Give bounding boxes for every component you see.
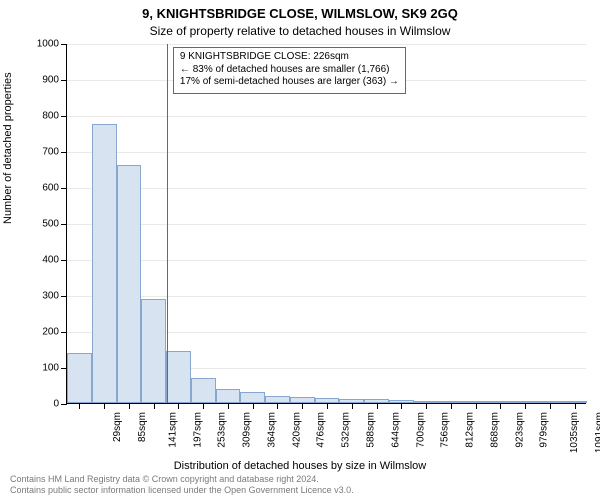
grid-line (67, 260, 586, 261)
y-tick-label: 900 (25, 75, 59, 86)
x-tick-label: 868sqm (489, 412, 500, 448)
chart-container: 9, KNIGHTSBRIDGE CLOSE, WILMSLOW, SK9 2G… (0, 0, 600, 500)
y-tick (61, 80, 67, 81)
x-tick (327, 403, 328, 409)
plot-area: 010020030040050060070080090010009 KNIGHT… (66, 44, 586, 404)
grid-line (67, 116, 586, 117)
x-tick-label: 700sqm (415, 412, 426, 448)
x-tick-label: 644sqm (390, 412, 401, 448)
y-tick (61, 116, 67, 117)
x-tick (426, 403, 427, 409)
x-tick-label: 85sqm (137, 412, 148, 442)
histogram-bar (92, 124, 117, 403)
grid-line (67, 152, 586, 153)
x-tick (129, 403, 130, 409)
x-tick (451, 403, 452, 409)
y-tick-label: 100 (25, 363, 59, 374)
x-tick-label: 420sqm (291, 412, 302, 448)
histogram-bar (141, 299, 166, 403)
y-tick-label: 800 (25, 111, 59, 122)
x-tick-label: 923sqm (514, 412, 525, 448)
x-tick (79, 403, 80, 409)
x-tick (525, 403, 526, 409)
y-tick (61, 152, 67, 153)
x-tick (500, 403, 501, 409)
y-tick (61, 260, 67, 261)
histogram-bar (191, 378, 216, 403)
y-tick-label: 700 (25, 147, 59, 158)
grid-line (67, 44, 586, 45)
y-tick (61, 404, 67, 405)
histogram-bar (117, 165, 142, 403)
reference-line (167, 44, 168, 403)
x-tick-label: 979sqm (539, 412, 550, 448)
y-tick (61, 44, 67, 45)
x-tick (476, 403, 477, 409)
footer-line-1: Contains HM Land Registry data © Crown c… (10, 474, 354, 485)
y-tick-label: 600 (25, 183, 59, 194)
chart-title-main: 9, KNIGHTSBRIDGE CLOSE, WILMSLOW, SK9 2G… (0, 6, 600, 21)
x-tick-label: 812sqm (465, 412, 476, 448)
x-tick (104, 403, 105, 409)
x-tick-label: 588sqm (366, 412, 377, 448)
y-tick-label: 200 (25, 327, 59, 338)
y-tick (61, 188, 67, 189)
annotation-line: 17% of semi-detached houses are larger (… (180, 76, 399, 89)
x-tick (575, 403, 576, 409)
histogram-bar (216, 389, 241, 403)
y-axis-label: Number of detached properties (2, 72, 14, 224)
histogram-bar (166, 351, 191, 403)
y-tick-label: 300 (25, 291, 59, 302)
annotation-line: ← 83% of detached houses are smaller (1,… (180, 64, 399, 77)
x-tick-label: 532sqm (341, 412, 352, 448)
annotation-box: 9 KNIGHTSBRIDGE CLOSE: 226sqm← 83% of de… (173, 47, 406, 94)
x-tick-label: 364sqm (267, 412, 278, 448)
x-tick (401, 403, 402, 409)
y-tick-label: 0 (25, 399, 59, 410)
chart-title-sub: Size of property relative to detached ho… (0, 24, 600, 38)
x-tick-label: 1091sqm (594, 412, 600, 453)
x-tick-label: 29sqm (112, 412, 123, 442)
x-tick (377, 403, 378, 409)
histogram-bar (265, 396, 290, 403)
x-tick-label: 476sqm (316, 412, 327, 448)
x-tick-label: 141sqm (167, 412, 178, 448)
attribution-footer: Contains HM Land Registry data © Crown c… (10, 474, 354, 496)
histogram-bar (240, 392, 265, 403)
x-tick (550, 403, 551, 409)
x-tick-label: 1035sqm (569, 412, 580, 453)
y-tick (61, 296, 67, 297)
x-tick-label: 253sqm (217, 412, 228, 448)
grid-line (67, 224, 586, 225)
histogram-bar (67, 353, 92, 403)
grid-line (67, 188, 586, 189)
x-tick-label: 309sqm (242, 412, 253, 448)
x-tick (302, 403, 303, 409)
x-tick (277, 403, 278, 409)
footer-line-2: Contains public sector information licen… (10, 485, 354, 496)
x-tick (154, 403, 155, 409)
x-tick-label: 197sqm (192, 412, 203, 448)
y-tick (61, 332, 67, 333)
x-axis-label: Distribution of detached houses by size … (0, 460, 600, 472)
y-tick-label: 500 (25, 219, 59, 230)
grid-line (67, 296, 586, 297)
x-tick (253, 403, 254, 409)
x-tick (178, 403, 179, 409)
annotation-line: 9 KNIGHTSBRIDGE CLOSE: 226sqm (180, 51, 399, 64)
x-tick (203, 403, 204, 409)
x-tick (228, 403, 229, 409)
x-tick-label: 756sqm (440, 412, 451, 448)
y-tick (61, 224, 67, 225)
x-tick (352, 403, 353, 409)
y-tick-label: 400 (25, 255, 59, 266)
y-tick-label: 1000 (25, 39, 59, 50)
